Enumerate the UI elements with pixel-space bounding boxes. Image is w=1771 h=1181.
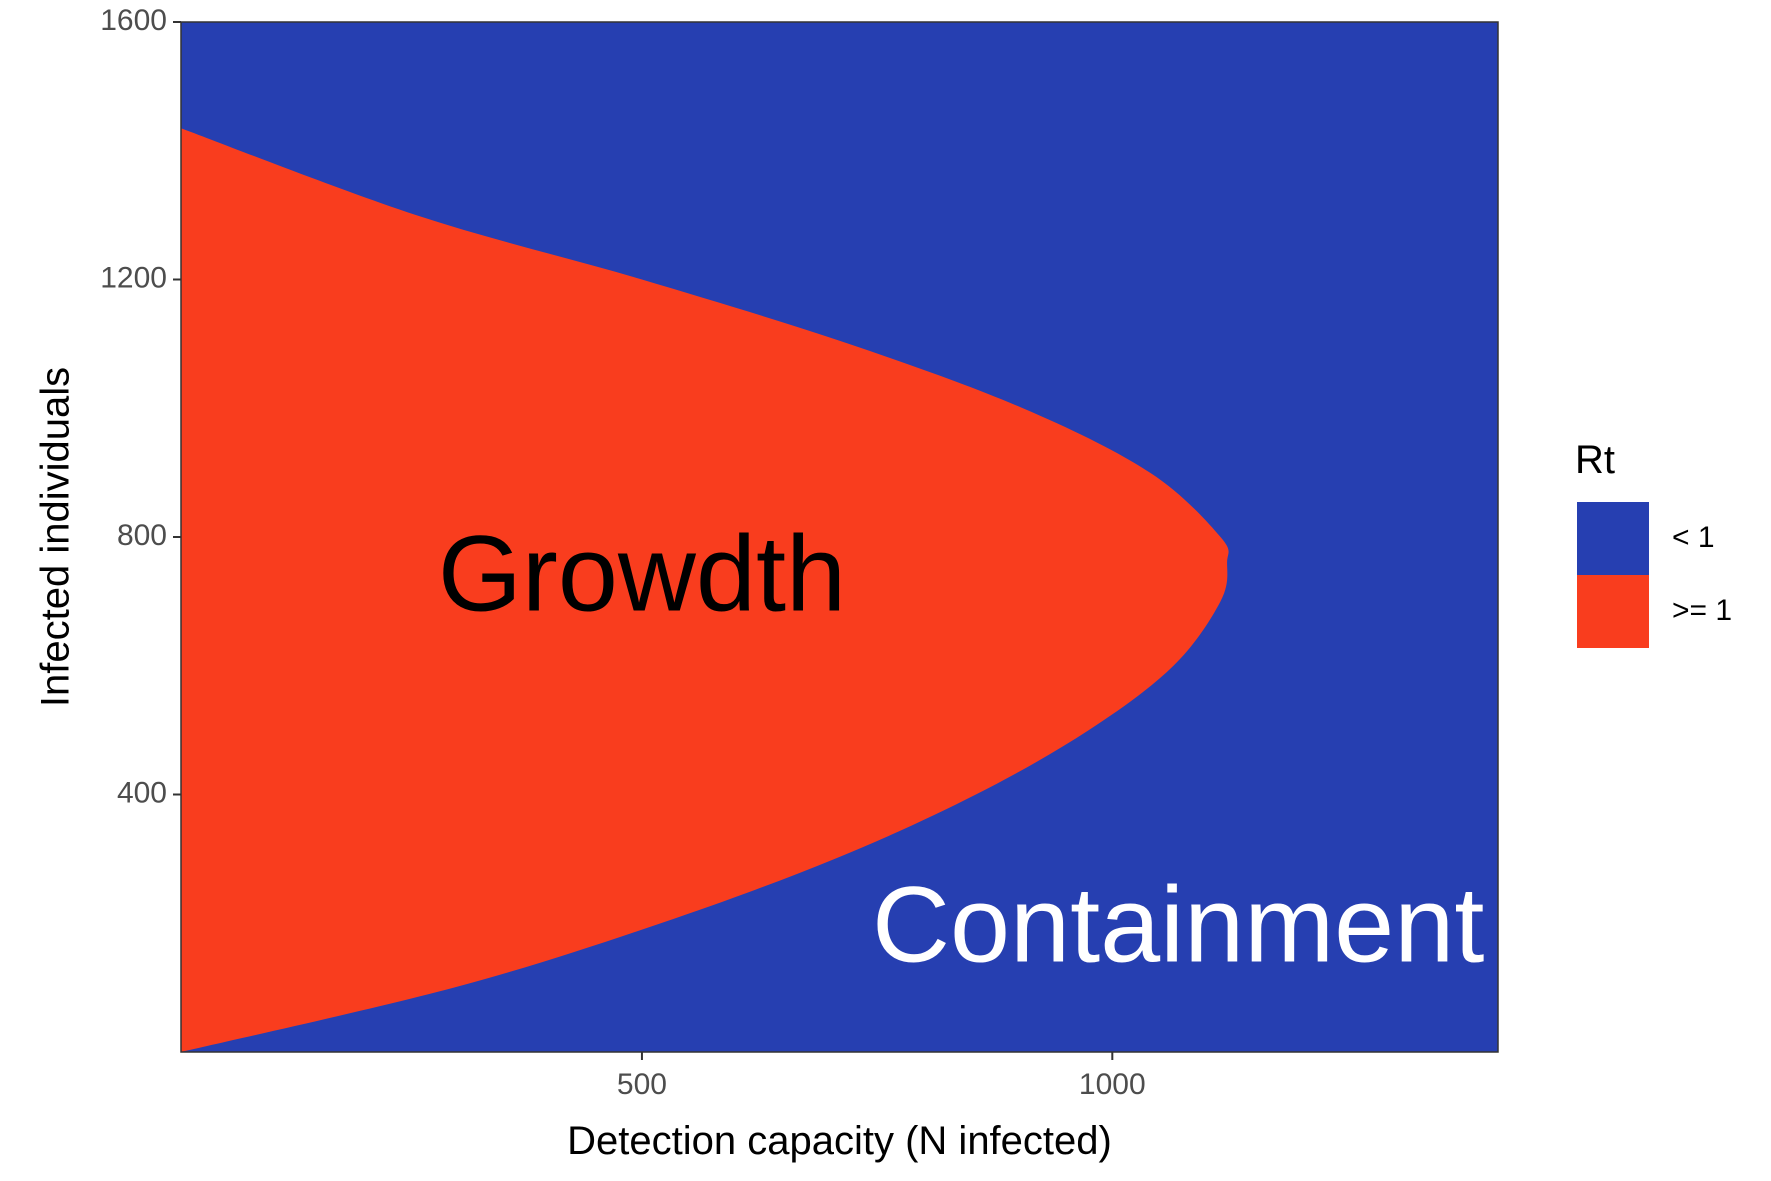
y-axis-title: Infected individuals [34,367,78,707]
x-tick-label: 1000 [1079,1068,1146,1101]
legend-label: >= 1 [1672,594,1732,627]
y-tick-label: 1600 [100,4,167,37]
region-rt-at-least-1 [181,128,1229,1052]
legend-title: Rt [1575,438,1615,482]
x-axis-title: Detection capacity (N infected) [567,1119,1112,1163]
legend-label: < 1 [1672,521,1715,554]
legend: Rt < 1 >= 1 [1575,438,1732,648]
legend-key [1577,575,1649,648]
containment-label: Containment [872,863,1484,984]
plot-panel: Growdth Containment [180,21,1499,1053]
growth-label: Growdth [438,513,846,634]
legend-key [1577,502,1649,575]
y-axis: 400 800 1200 1600 [100,4,181,809]
x-axis: 500 1000 [617,1052,1146,1101]
x-tick-label: 500 [617,1068,667,1101]
y-tick-label: 400 [117,776,167,809]
y-tick-label: 800 [117,519,167,552]
y-tick-label: 1200 [100,261,167,294]
